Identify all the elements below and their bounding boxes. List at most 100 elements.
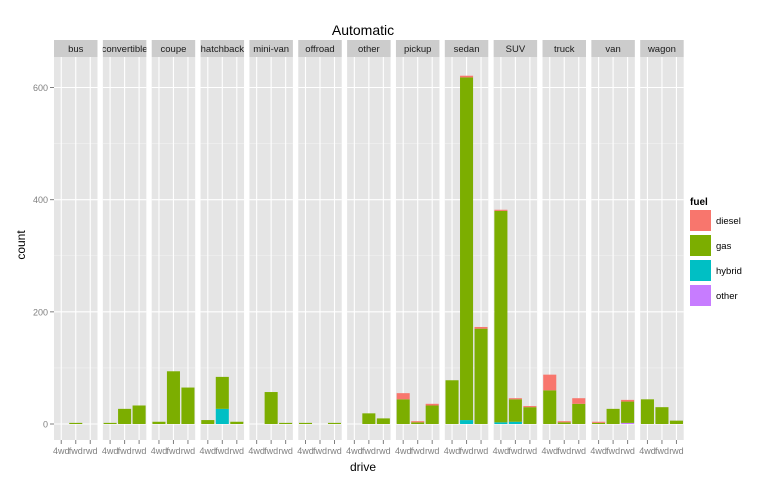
x-tick-label: 4wd <box>395 446 412 456</box>
facet-strip <box>200 40 245 57</box>
facet-strip <box>542 40 586 57</box>
x-tick-label: fwd <box>69 446 83 456</box>
x-axis-label: drive <box>350 460 376 474</box>
facet-strip <box>444 40 489 57</box>
facet-strip-label: mini-van <box>253 44 289 55</box>
facet-strip-label: truck <box>554 44 575 55</box>
x-tick-label: rwd <box>376 446 391 456</box>
x-tick-label: 4wd <box>200 446 217 456</box>
facet-panel: sedan 4wd fwd rwd <box>444 40 489 456</box>
y-axis: 0 200 400 600 <box>33 83 54 430</box>
x-tick-label: rwd <box>327 446 342 456</box>
x-tick-label: rwd <box>230 446 245 456</box>
x-tick-label: fwd <box>362 446 376 456</box>
bar-segment-diesel <box>494 209 508 211</box>
x-tick-label: fwd <box>313 446 327 456</box>
x-tick-label: rwd <box>669 446 684 456</box>
x-tick-label: rwd <box>523 446 538 456</box>
x-tick-label: fwd <box>460 446 474 456</box>
facet-strip-label: pickup <box>404 44 431 55</box>
bar-segment-gas <box>181 387 195 424</box>
bar-segment-diesel <box>523 406 537 408</box>
facet-strip <box>54 40 98 57</box>
bar-segment-hybrid <box>460 420 474 424</box>
x-tick-label: rwd <box>132 446 147 456</box>
facet-panel: truck 4wd fwd rwd <box>541 40 586 456</box>
facet-panel: other 4wd fwd rwd <box>346 40 391 456</box>
legend-title: fuel <box>690 197 708 208</box>
x-tick-label: fwd <box>606 446 620 456</box>
x-tick-label: 4wd <box>346 446 363 456</box>
facet-strip <box>249 40 293 57</box>
y-tick-label: 0 <box>43 420 48 430</box>
x-tick-label: 4wd <box>541 446 558 456</box>
x-tick-label: fwd <box>557 446 571 456</box>
x-tick-label: rwd <box>571 446 586 456</box>
x-tick-label: fwd <box>264 446 278 456</box>
bar-segment-gas <box>460 77 474 421</box>
chart-title: Automatic <box>332 22 394 38</box>
bar-segment-gas <box>445 380 459 424</box>
bar-segment-gas <box>640 399 654 424</box>
facet-panel: hatchback 4wd fwd rwd <box>200 40 245 456</box>
legend-label-other: other <box>716 291 738 302</box>
x-tick-label: 4wd <box>53 446 70 456</box>
x-tick-label: rwd <box>181 446 196 456</box>
facet-strip-label: hatchback <box>201 44 245 55</box>
facet-panel: van 4wd fwd rwd <box>590 40 635 456</box>
legend-key-gas <box>690 235 711 256</box>
x-tick-label: fwd <box>118 446 132 456</box>
bar-segment-hybrid <box>508 421 522 424</box>
bar-segment-gas <box>327 422 342 424</box>
x-tick-label: fwd <box>215 446 229 456</box>
bar-segment-diesel <box>460 75 474 78</box>
bar-segment-gas <box>543 390 557 424</box>
facet-strip-label: wagon <box>647 44 676 55</box>
bar-segment-gas <box>494 210 508 423</box>
bar-segment-diesel <box>474 326 488 329</box>
bar-segment-gas <box>69 422 83 424</box>
facet-strip-label: other <box>358 44 380 55</box>
facet-strip-label: bus <box>68 44 84 55</box>
bar-segment-gas <box>118 408 132 424</box>
x-tick-label: rwd <box>425 446 440 456</box>
bar-segment-gas <box>132 405 146 424</box>
x-tick-label: 4wd <box>151 446 168 456</box>
x-tick-label: rwd <box>83 446 98 456</box>
x-tick-label: fwd <box>411 446 425 456</box>
facet-panel: coupe 4wd fwd rwd <box>151 40 196 456</box>
x-tick-label: 4wd <box>590 446 607 456</box>
x-tick-label: rwd <box>620 446 635 456</box>
x-tick-label: 4wd <box>444 446 461 456</box>
bar-segment-gas <box>279 422 293 424</box>
x-tick-label: fwd <box>166 446 180 456</box>
facet-panel: pickup 4wd fwd rwd <box>395 40 440 456</box>
bar-segment-diesel <box>425 403 439 406</box>
bar-segment-gas <box>508 399 522 422</box>
bar-segment-gas <box>523 407 537 424</box>
legend: fuel diesel gas hybrid other <box>690 197 742 306</box>
bar-segment-gas <box>201 420 215 424</box>
x-tick-label: 4wd <box>297 446 314 456</box>
y-axis-label: count <box>14 230 28 260</box>
facet-strip <box>395 40 440 57</box>
facet-strip-label: SUV <box>506 44 526 55</box>
bar-segment-hybrid <box>494 422 508 424</box>
x-tick-label: rwd <box>278 446 293 456</box>
bar-segment-gas <box>592 422 606 424</box>
legend-label-gas: gas <box>716 241 732 252</box>
bar-segment-diesel <box>411 421 425 423</box>
bar-segment-gas <box>474 328 488 424</box>
facet-strip <box>298 40 342 57</box>
facet-panel: offroad 4wd fwd rwd <box>297 40 342 456</box>
facet-strip <box>102 40 147 57</box>
facet-panel: mini-van 4wd fwd rwd <box>248 40 293 456</box>
legend-key-other <box>690 285 711 306</box>
bar-segment-gas <box>215 376 229 409</box>
x-tick-label: 4wd <box>248 446 265 456</box>
x-tick-label: fwd <box>655 446 669 456</box>
legend-label-hybrid: hybrid <box>716 266 742 277</box>
y-tick-label: 600 <box>33 83 48 93</box>
